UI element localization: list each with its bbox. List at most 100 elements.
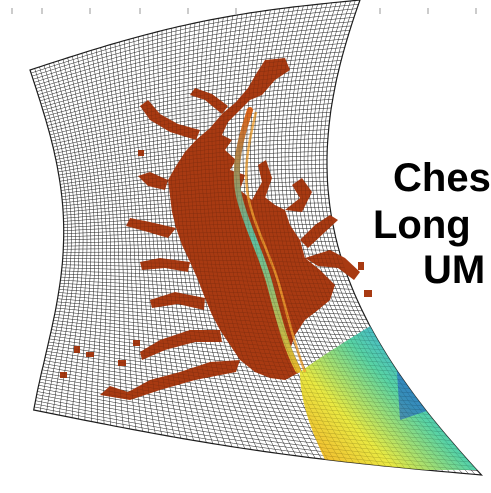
mesh-grid-line xyxy=(170,28,226,446)
mesh-grid-line xyxy=(52,326,390,359)
mesh-grid-line xyxy=(62,261,345,268)
mesh-grid-line xyxy=(238,12,335,461)
mesh-grid-line xyxy=(100,47,130,429)
mesh-grid-line xyxy=(35,21,353,86)
mesh-grid-line xyxy=(36,394,462,454)
mesh-grid-overlay xyxy=(30,0,482,475)
mesh-grid-line xyxy=(231,14,322,460)
mesh-grid-line xyxy=(61,172,328,194)
mesh-grid-line xyxy=(53,112,331,151)
mesh-grid-line xyxy=(72,56,99,422)
mesh-grid-line xyxy=(91,50,118,427)
mesh-grid-line xyxy=(81,53,107,425)
mesh-grid-line xyxy=(36,397,466,458)
mesh-grid-line xyxy=(211,18,290,455)
mesh-grid-line xyxy=(183,24,245,449)
mesh-grid-line xyxy=(30,4,359,74)
mesh-grid-line xyxy=(62,59,92,420)
mesh-grid-line xyxy=(234,13,329,460)
mesh-grid-line xyxy=(142,35,188,440)
mesh-grid-line xyxy=(277,6,399,468)
mesh-grid-line xyxy=(55,307,374,333)
mesh-grid-line xyxy=(34,403,474,467)
mesh-grid-line xyxy=(161,30,213,444)
mesh-grid-line xyxy=(63,211,331,222)
mesh-grid-line xyxy=(45,68,340,120)
mesh-grid-line xyxy=(39,66,72,413)
mesh-grid-line xyxy=(58,292,363,312)
mesh-grid-line xyxy=(52,103,333,145)
mesh-grid-line xyxy=(49,338,401,376)
mesh-grid-line xyxy=(227,14,316,459)
mesh-grid-line xyxy=(166,29,220,445)
mesh-grid-line xyxy=(63,240,337,244)
mesh-grid-line xyxy=(124,40,162,435)
mesh-grid-line xyxy=(63,224,333,231)
mesh-grid-line xyxy=(292,4,425,470)
mesh-grid-line xyxy=(55,125,330,160)
mesh-grid-line xyxy=(53,107,332,148)
mesh-grid-line xyxy=(265,8,380,466)
mesh-grid-line xyxy=(51,99,333,142)
title-line-1: Ches xyxy=(393,156,491,200)
mesh-grid-line xyxy=(59,289,361,307)
mesh-grid-line xyxy=(45,68,340,120)
mesh-grid-line xyxy=(50,94,334,139)
mesh-grid-line xyxy=(45,354,416,398)
mesh-grid-line xyxy=(53,112,331,151)
mesh-grid-line xyxy=(40,375,440,428)
mesh-grid-line xyxy=(40,378,444,432)
mesh-grid-line xyxy=(319,0,469,475)
mesh-grid-line xyxy=(61,267,348,277)
mesh-grid-line xyxy=(55,307,374,333)
mesh-grid-line xyxy=(59,150,328,179)
mesh-grid-line xyxy=(128,39,169,437)
mesh-grid-line xyxy=(41,372,437,424)
mesh-grid-line xyxy=(30,69,64,411)
mesh-grid-line xyxy=(42,55,343,111)
mesh-grid-line xyxy=(300,3,437,472)
mesh-grid-line xyxy=(56,129,329,163)
mesh-grid-line xyxy=(39,43,346,102)
mesh-grid-line xyxy=(56,301,369,325)
mesh-grid-line xyxy=(303,2,444,472)
mesh-grid-line xyxy=(315,1,463,474)
mesh-grid-line xyxy=(261,8,373,465)
mesh-grid-line xyxy=(52,103,333,145)
mesh-grid-line xyxy=(269,7,386,467)
mesh-grid-line xyxy=(288,4,418,470)
mesh-grid-line xyxy=(58,295,365,316)
title-line-3: UM xyxy=(423,248,486,292)
mesh-grid-line xyxy=(62,194,329,210)
mesh-grid-line xyxy=(326,0,482,475)
mesh-grid-line xyxy=(60,159,328,185)
mesh-grid-line xyxy=(152,32,201,442)
mesh-grid-line xyxy=(48,81,337,129)
mesh-grid-line xyxy=(43,60,342,114)
mesh-grid-line xyxy=(49,86,336,132)
mesh-grid-line xyxy=(39,382,447,437)
mesh-grid-line xyxy=(34,406,478,471)
mesh-grid-line xyxy=(50,94,334,139)
mesh-grid-line xyxy=(63,244,338,247)
mesh-grid-line xyxy=(51,99,333,142)
mesh-grid-line xyxy=(31,8,358,77)
mesh-grid-line xyxy=(37,388,455,445)
mesh-grid-line xyxy=(53,62,84,417)
mesh-grid-line xyxy=(44,360,423,407)
mesh-grid-line xyxy=(36,25,352,89)
mesh-grid-line xyxy=(43,363,426,411)
mesh-grid-line xyxy=(40,47,345,105)
mesh-grid-line xyxy=(43,60,342,114)
mesh-grid-line xyxy=(95,48,124,428)
mesh-grid-line xyxy=(284,5,412,469)
mesh-grid-line xyxy=(62,189,329,207)
title-line-2: Long xyxy=(373,203,471,247)
mesh-grid-line xyxy=(63,202,330,216)
mesh-grid-line xyxy=(296,3,431,471)
mesh-grid-line xyxy=(273,6,393,467)
mesh-grid-line xyxy=(57,298,367,320)
mesh-grid-line xyxy=(38,34,349,95)
mesh-grid-line xyxy=(37,30,350,92)
mesh-grid-line xyxy=(30,4,359,74)
